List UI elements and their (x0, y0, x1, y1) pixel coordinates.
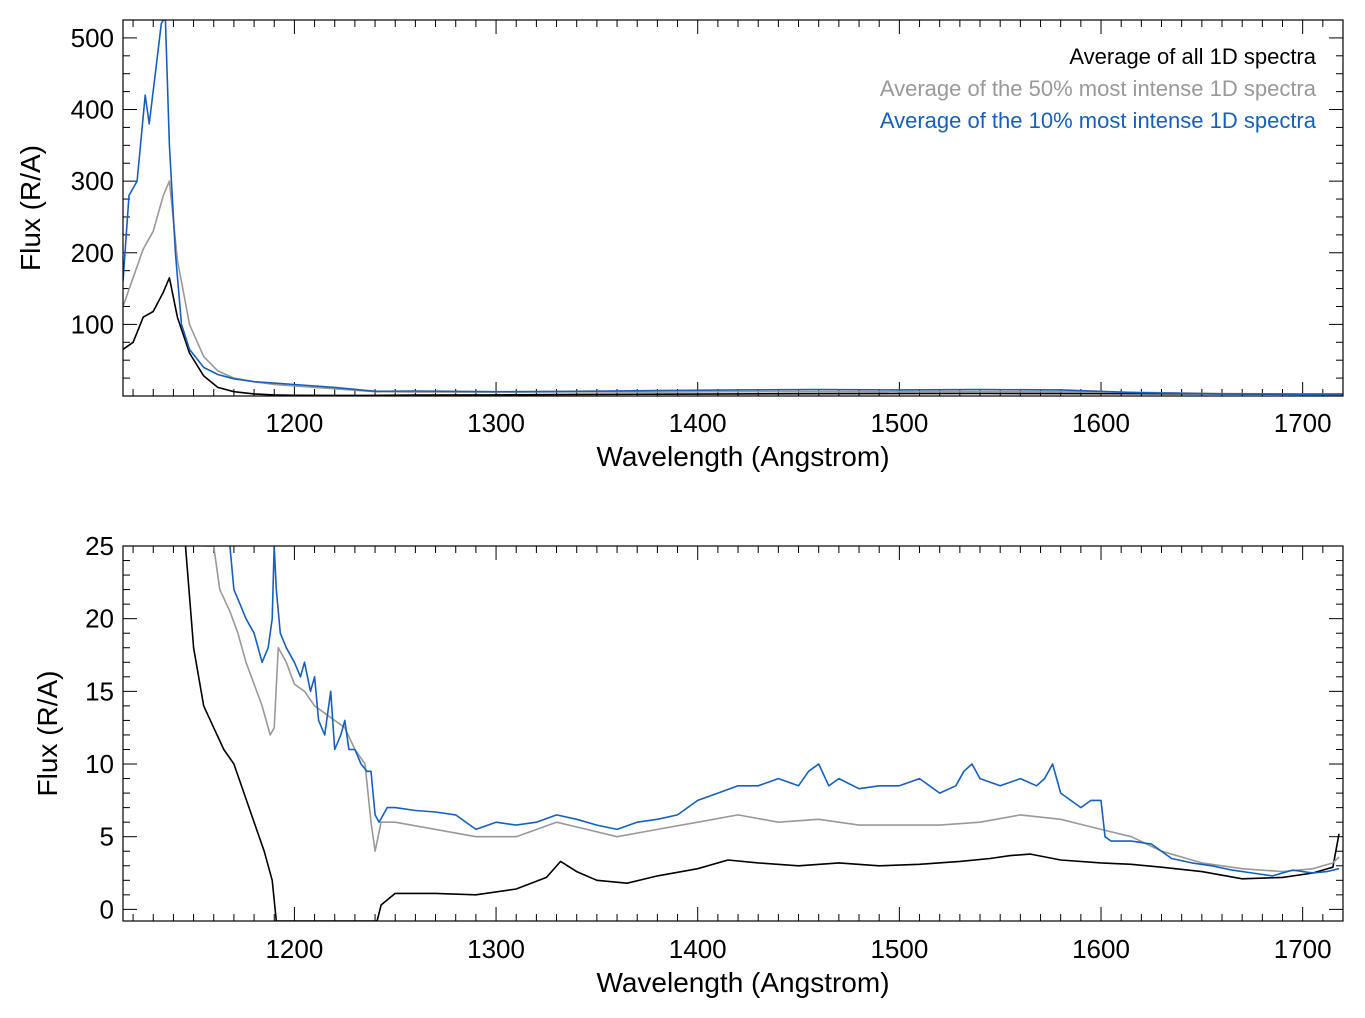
bottom-y-tick-label: 25 (85, 531, 114, 561)
top-x-tick-label: 1500 (870, 408, 928, 438)
bottom-y-axis-label: Flux (R/A) (32, 671, 63, 797)
bottom-series-line-1 (184, 546, 1340, 921)
bottom-panel: 1200 1300 1400 1500 1600 1700 0 5 10 15 20 25 Wavele… (32, 531, 1344, 998)
bottom-x-tick-label: 1500 (870, 934, 928, 964)
top-y-tick-label: 500 (71, 23, 114, 53)
top-x-tick-label: 1400 (669, 408, 727, 438)
legend-entry-1: Average of all 1D spectra (1069, 44, 1316, 69)
bottom-y-tick-label: 20 (85, 604, 114, 634)
bottom-x-tick-label: 1700 (1274, 934, 1332, 964)
top-y-tick-label: 100 (71, 309, 114, 339)
legend-entry-3: Average of the 10% most intense 1D spect… (880, 108, 1317, 133)
bottom-y-tick-label: 15 (85, 676, 114, 706)
bottom-x-tick-label: 1600 (1072, 934, 1130, 964)
top-x-axis-label: Wavelength (Angstrom) (596, 441, 889, 472)
bottom-x-tick-label: 1200 (265, 934, 323, 964)
bottom-series-line-3 (229, 546, 1340, 877)
bottom-series-group (184, 546, 1340, 921)
bottom-y-tick-label: 10 (85, 749, 114, 779)
bottom-y-tick-label: 5 (100, 822, 114, 852)
top-series-line-1 (123, 276, 1343, 396)
top-x-tick-label: 1600 (1072, 408, 1130, 438)
legend-entry-2: Average of the 50% most intense 1D spect… (880, 76, 1317, 101)
top-series-line-3 (123, 20, 1343, 396)
top-x-tick-label: 1300 (467, 408, 525, 438)
top-y-tick-label: 300 (71, 166, 114, 196)
top-y-axis-label: Flux (R/A) (15, 145, 46, 271)
top-legend: Average of all 1D spectra Average of the … (880, 44, 1317, 133)
bottom-x-tick-label: 1300 (467, 934, 525, 964)
bottom-plot-frame (122, 545, 1344, 922)
top-y-tick-label: 400 (71, 95, 114, 125)
top-plot-frame (122, 19, 1344, 397)
top-series-line-2 (123, 180, 1343, 395)
bottom-series-line-2 (203, 546, 1340, 873)
top-x-tick-label: 1700 (1274, 408, 1332, 438)
top-y-tick-label: 200 (71, 238, 114, 268)
bottom-x-axis-label: Wavelength (Angstrom) (596, 967, 889, 998)
bottom-y-tick-label: 0 (100, 894, 114, 924)
top-series-group (123, 20, 1343, 396)
bottom-x-tick-label: 1400 (669, 934, 727, 964)
bottom-ticks (123, 545, 1344, 921)
top-panel: 1200 1300 1400 1500 1600 1700 100 200 300 400 500 W… (15, 19, 1344, 472)
top-x-tick-label: 1200 (265, 408, 323, 438)
